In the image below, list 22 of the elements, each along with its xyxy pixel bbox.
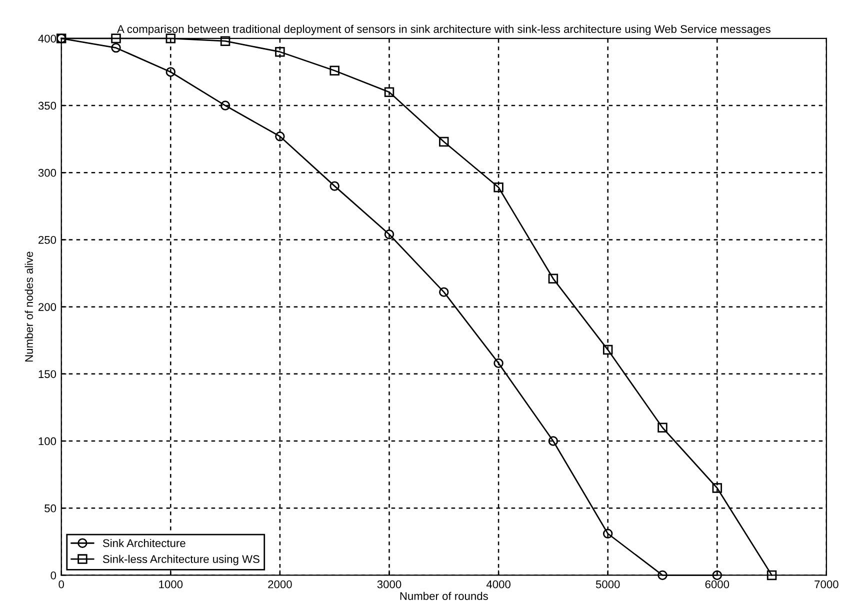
- y-axis-title: Number of nodes alive: [24, 252, 33, 362]
- y-tick-label: 300: [38, 168, 56, 177]
- y-tick-label: 250: [38, 236, 56, 244]
- y-tick-label: 350: [38, 102, 56, 110]
- x-tick-label: 7000: [814, 580, 838, 588]
- x-tick-label: 3000: [377, 580, 402, 588]
- y-tick-label: 150: [38, 370, 56, 378]
- x-axis-title: Number of rounds: [400, 592, 488, 600]
- x-tick-label: 4000: [486, 580, 510, 588]
- y-tick-label: 200: [38, 303, 56, 311]
- legend-label: Sink Architecture: [102, 538, 186, 548]
- x-tick-label: 1000: [159, 580, 183, 588]
- y-tick-label: 100: [38, 437, 56, 446]
- y-tick-label: 50: [44, 504, 56, 512]
- x-tick-label: 0: [58, 580, 64, 588]
- chart-title: A comparison between traditional deployment of sensors in sink architecture with sink-less architecture using Web Service messages: [117, 24, 770, 36]
- x-tick-label: 2000: [268, 580, 292, 588]
- legend-label: Sink-less Architecture using WS: [102, 554, 260, 566]
- x-tick-label: 6000: [705, 580, 730, 588]
- y-tick-label: 0: [50, 571, 56, 580]
- x-tick-label: 5000: [596, 580, 620, 588]
- y-tick-label: 400: [38, 34, 56, 43]
